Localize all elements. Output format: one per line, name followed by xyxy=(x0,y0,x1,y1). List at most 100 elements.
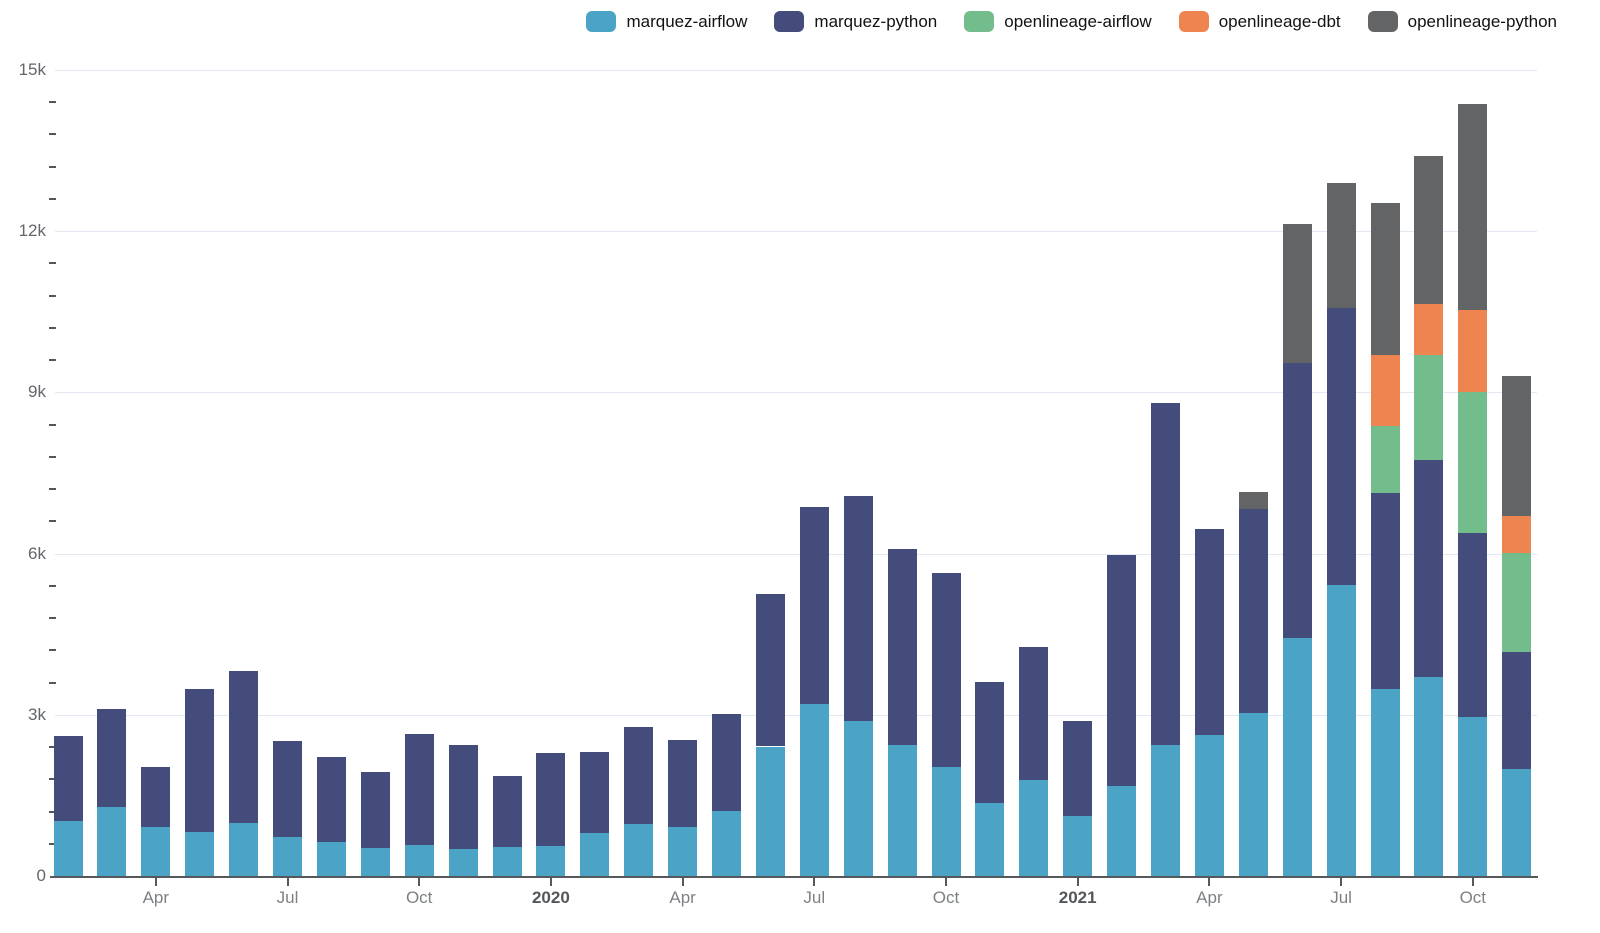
bar-segment-marquez-airflow-jun-2020[interactable] xyxy=(755,746,785,876)
bar-segment-openlineage-python-nov-2021[interactable] xyxy=(1502,375,1532,516)
bar-segment-marquez-python-nov-2019[interactable] xyxy=(448,744,478,850)
bar-segment-marquez-python-may-2020[interactable] xyxy=(712,714,741,811)
bar-segment-marquez-airflow-jul-2019[interactable] xyxy=(273,837,302,876)
bar-segment-openlineage-python-jun-2021[interactable] xyxy=(1282,224,1312,364)
bar-segment-openlineage-airflow-sep-2021[interactable] xyxy=(1414,354,1444,461)
bar-segment-marquez-python-mar-2020[interactable] xyxy=(624,726,654,824)
bar-segment-marquez-python-nov-2020[interactable] xyxy=(975,682,1005,803)
bar-segment-marquez-airflow-apr-2020[interactable] xyxy=(668,826,698,876)
bar-segment-marquez-airflow-may-2021[interactable] xyxy=(1238,713,1268,876)
bar-segment-marquez-airflow-dec-2020[interactable] xyxy=(1019,779,1049,876)
bar-segment-marquez-python-apr-2021[interactable] xyxy=(1194,529,1224,735)
x-axis-tick xyxy=(154,878,157,886)
bar-segment-marquez-airflow-aug-2020[interactable] xyxy=(843,720,873,876)
bar-segment-marquez-python-aug-2020[interactable] xyxy=(843,495,873,721)
bar-segment-marquez-python-aug-2019[interactable] xyxy=(316,756,346,842)
bar-segment-marquez-airflow-oct-2021[interactable] xyxy=(1458,717,1488,876)
bar-segment-openlineage-dbt-sep-2021[interactable] xyxy=(1414,303,1444,355)
bar-segment-marquez-airflow-jan-2021[interactable] xyxy=(1063,815,1093,876)
legend-label: openlineage-dbt xyxy=(1218,11,1341,31)
y-axis-label: 15k xyxy=(18,60,46,79)
bar-segment-marquez-python-may-2021[interactable] xyxy=(1238,509,1268,714)
legend-item-openlineage-python[interactable]: openlineage-python xyxy=(1367,11,1557,32)
bar-segment-openlineage-dbt-aug-2021[interactable] xyxy=(1370,355,1400,427)
bar-segment-marquez-airflow-nov-2021[interactable] xyxy=(1502,768,1532,876)
bar-segment-marquez-python-oct-2019[interactable] xyxy=(404,733,434,845)
bar-segment-marquez-python-jan-2021[interactable] xyxy=(1063,721,1093,816)
bar-segment-marquez-airflow-jan-2020[interactable] xyxy=(536,846,566,876)
bar-segment-openlineage-airflow-oct-2021[interactable] xyxy=(1458,391,1488,533)
bar-segment-marquez-python-feb-2019[interactable] xyxy=(53,735,83,822)
bar-segment-marquez-airflow-sep-2020[interactable] xyxy=(887,745,917,876)
bar-segment-openlineage-python-aug-2021[interactable] xyxy=(1370,202,1400,356)
bar-segment-marquez-python-jun-2021[interactable] xyxy=(1282,363,1312,638)
bar-segment-marquez-airflow-oct-2019[interactable] xyxy=(404,844,434,876)
x-axis-tick xyxy=(813,878,816,886)
y-axis-minor-tick xyxy=(49,746,56,749)
bar-segment-marquez-airflow-jun-2019[interactable] xyxy=(229,822,259,876)
bar-segment-marquez-airflow-sep-2019[interactable] xyxy=(360,848,390,876)
bar-segment-marquez-airflow-mar-2019[interactable] xyxy=(97,806,127,876)
bar-segment-openlineage-python-sep-2021[interactable] xyxy=(1414,155,1444,304)
bar-segment-openlineage-dbt-nov-2021[interactable] xyxy=(1502,515,1532,553)
bar-segment-openlineage-python-jul-2021[interactable] xyxy=(1326,182,1356,309)
bar-segment-marquez-airflow-may-2019[interactable] xyxy=(185,831,215,876)
chart-legend: marquez-airflow marquez-python openlineage… xyxy=(586,11,1557,32)
legend-item-marquez-airflow[interactable]: marquez-airflow xyxy=(586,11,747,32)
bar-segment-marquez-python-dec-2020[interactable] xyxy=(1019,646,1049,780)
bar-segment-marquez-python-nov-2021[interactable] xyxy=(1502,651,1532,769)
bar-segment-marquez-python-feb-2021[interactable] xyxy=(1107,555,1137,787)
bar-segment-marquez-airflow-oct-2020[interactable] xyxy=(931,767,961,876)
bar-segment-marquez-python-jun-2020[interactable] xyxy=(755,594,785,747)
bar-segment-marquez-python-mar-2021[interactable] xyxy=(1151,403,1180,745)
bar-segment-marquez-python-dec-2019[interactable] xyxy=(492,776,522,847)
x-axis-tick xyxy=(286,878,289,886)
bar-segment-marquez-python-jul-2021[interactable] xyxy=(1326,308,1356,585)
legend-swatch-openlineage-airflow xyxy=(964,11,995,32)
bar-segment-marquez-python-sep-2020[interactable] xyxy=(887,548,917,746)
bar-segment-marquez-python-may-2019[interactable] xyxy=(185,689,215,832)
bar-segment-marquez-airflow-feb-2020[interactable] xyxy=(580,833,610,876)
bar-segment-marquez-airflow-aug-2021[interactable] xyxy=(1370,689,1400,876)
bar-segment-openlineage-python-may-2021[interactable] xyxy=(1238,491,1268,509)
bar-segment-marquez-python-aug-2021[interactable] xyxy=(1370,492,1400,689)
legend-item-openlineage-airflow[interactable]: openlineage-airflow xyxy=(964,11,1152,32)
x-axis-label: Oct xyxy=(1459,888,1487,907)
bar-segment-marquez-python-sep-2019[interactable] xyxy=(360,772,390,849)
bar-segment-marquez-python-mar-2019[interactable] xyxy=(97,708,127,807)
bar-segment-marquez-airflow-aug-2019[interactable] xyxy=(316,841,346,876)
bar-segment-marquez-airflow-mar-2021[interactable] xyxy=(1151,744,1180,876)
bar-segment-marquez-airflow-mar-2020[interactable] xyxy=(624,823,654,876)
bar-segment-marquez-airflow-may-2020[interactable] xyxy=(712,810,741,876)
bar-segment-marquez-airflow-jul-2021[interactable] xyxy=(1326,584,1356,876)
bar-segment-marquez-airflow-dec-2019[interactable] xyxy=(492,846,522,876)
legend-item-openlineage-dbt[interactable]: openlineage-dbt xyxy=(1178,11,1341,32)
x-axis-tick xyxy=(945,878,947,886)
bar-segment-marquez-python-oct-2021[interactable] xyxy=(1458,532,1488,718)
bar-segment-marquez-python-jan-2020[interactable] xyxy=(536,753,566,847)
bar-segment-marquez-airflow-jul-2020[interactable] xyxy=(799,703,829,876)
bar-segment-marquez-airflow-feb-2021[interactable] xyxy=(1107,786,1137,876)
bar-segment-marquez-airflow-feb-2019[interactable] xyxy=(53,821,83,876)
bar-segment-openlineage-airflow-nov-2021[interactable] xyxy=(1502,552,1532,652)
bar-segment-marquez-airflow-jun-2021[interactable] xyxy=(1282,637,1312,876)
bar-segment-marquez-airflow-apr-2021[interactable] xyxy=(1194,734,1224,876)
bar-segment-marquez-python-jul-2020[interactable] xyxy=(799,506,829,704)
bar-segment-marquez-python-jul-2019[interactable] xyxy=(273,741,302,838)
bar-segment-marquez-airflow-nov-2020[interactable] xyxy=(975,802,1005,876)
bar-segment-marquez-python-jun-2019[interactable] xyxy=(229,671,259,823)
bar-segment-marquez-airflow-nov-2019[interactable] xyxy=(448,849,478,876)
bar-segment-openlineage-airflow-aug-2021[interactable] xyxy=(1370,426,1400,493)
bar-segment-openlineage-dbt-oct-2021[interactable] xyxy=(1458,309,1488,392)
legend-item-marquez-python[interactable]: marquez-python xyxy=(774,11,937,32)
x-axis-label: Oct xyxy=(932,888,960,907)
bar-segment-openlineage-python-oct-2021[interactable] xyxy=(1458,103,1488,310)
bar-segment-marquez-airflow-apr-2019[interactable] xyxy=(141,827,171,876)
bar-segment-marquez-airflow-sep-2021[interactable] xyxy=(1414,676,1444,876)
x-axis-label: Apr xyxy=(142,888,170,907)
bar-segment-marquez-python-sep-2021[interactable] xyxy=(1414,460,1444,677)
bar-segment-marquez-python-apr-2019[interactable] xyxy=(141,766,171,828)
bar-segment-marquez-python-feb-2020[interactable] xyxy=(580,752,610,833)
bar-segment-marquez-python-apr-2020[interactable] xyxy=(668,739,698,827)
bar-segment-marquez-python-oct-2020[interactable] xyxy=(931,573,961,768)
